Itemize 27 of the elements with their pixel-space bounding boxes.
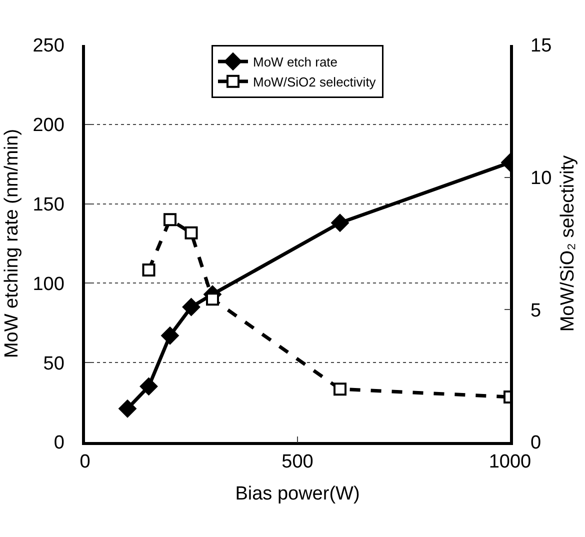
x-tick-label: 0 xyxy=(80,452,90,473)
y-axis-title: MoW etching rate (nm/min) xyxy=(2,128,23,358)
x-tick-label: 500 xyxy=(282,452,314,473)
point xyxy=(161,326,179,344)
y-tick-label: 0 xyxy=(54,432,64,454)
point xyxy=(140,378,158,396)
point xyxy=(334,382,346,396)
x-tick-label: 1000 xyxy=(488,452,532,473)
y2-tick-label: 15 xyxy=(530,36,552,57)
y2-tick-label: 5 xyxy=(530,300,542,322)
point xyxy=(206,292,219,306)
y2-tick-label: 10 xyxy=(530,168,552,189)
point xyxy=(184,226,198,240)
y-tick-label: 100 xyxy=(32,274,64,295)
y2-tick-label: 0 xyxy=(530,432,542,454)
point xyxy=(142,263,156,276)
point xyxy=(118,400,136,418)
y-tick-label: 50 xyxy=(43,353,64,374)
legend-label: MoW/SiO2 selectivity xyxy=(253,74,376,90)
y-tick-label: 200 xyxy=(32,115,64,136)
legend-label: MoW etch rate xyxy=(253,54,338,70)
point xyxy=(182,298,200,316)
x-axis-title: Bias power(W) xyxy=(235,483,360,504)
y2-axis-title: MoW/SiO₂ selectivity xyxy=(557,154,578,332)
y-tick-label: 150 xyxy=(32,194,64,216)
point xyxy=(164,213,176,226)
y-tick-label: 250 xyxy=(32,36,64,57)
